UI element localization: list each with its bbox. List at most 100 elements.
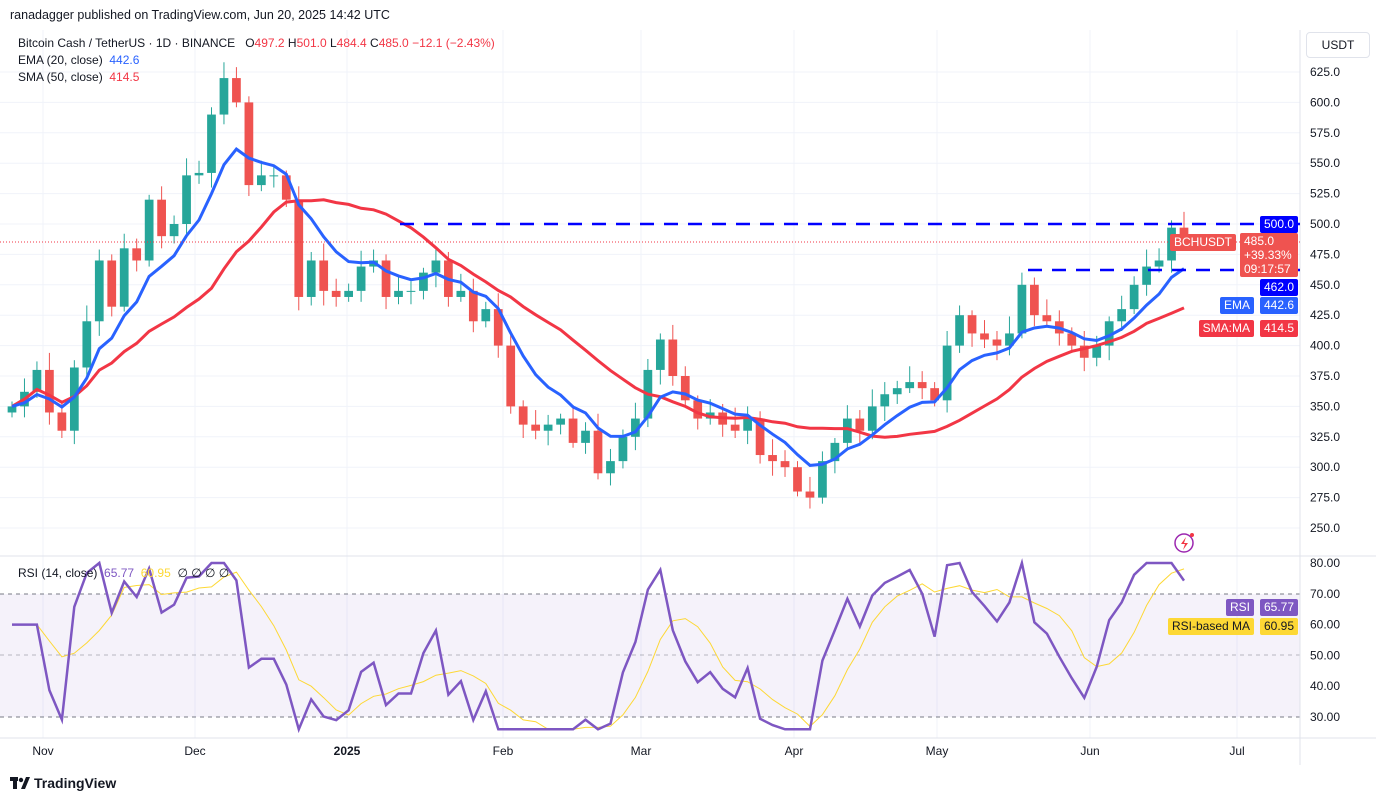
last-price: 485.0 xyxy=(1244,234,1275,248)
candle xyxy=(917,382,927,389)
candle xyxy=(45,369,54,413)
candle xyxy=(780,461,790,468)
candle xyxy=(693,400,703,419)
low-label: L xyxy=(329,36,337,50)
ema-legend-value: 442.6 xyxy=(109,53,140,67)
x-tick-label: Feb xyxy=(493,744,514,758)
symbol-title: Bitcoin Cash / TetherUS · 1D · BINANCE xyxy=(18,36,236,50)
y-tick-label: 425.0 xyxy=(1310,308,1340,322)
candle xyxy=(32,369,42,392)
candle xyxy=(892,388,902,395)
rsi-tag: RSI xyxy=(1225,599,1254,616)
candle xyxy=(668,339,678,376)
candle xyxy=(232,78,241,103)
high-label: H xyxy=(287,36,297,50)
logo-text: TradingView xyxy=(34,775,117,791)
rsi-legend-label: RSI (14, close) xyxy=(18,566,98,580)
rsi-legend-value: 65.77 xyxy=(104,566,135,580)
candle xyxy=(493,309,503,346)
rsi-tick-label: 70.00 xyxy=(1310,587,1340,601)
y-tick-label: 450.0 xyxy=(1310,278,1340,292)
candles xyxy=(7,62,1189,509)
candle xyxy=(331,290,341,297)
x-tick-label: Mar xyxy=(631,744,652,758)
y-tick-label: 350.0 xyxy=(1310,399,1340,413)
candle xyxy=(456,290,466,297)
x-tick-label: 2025 xyxy=(334,744,361,758)
sma-legend-label: SMA (50, close) xyxy=(18,70,103,84)
candle xyxy=(431,260,441,273)
bar-countdown: 09:17:57 xyxy=(1244,262,1291,276)
ema-tag: EMA xyxy=(1219,297,1254,314)
ema-line xyxy=(11,147,1185,467)
rsi-ma-legend-value: 60.95 xyxy=(140,566,171,580)
candle xyxy=(94,260,104,322)
rsi-value-label: 65.77 xyxy=(1259,599,1298,616)
candle xyxy=(1142,266,1151,285)
y-tick-label: 375.0 xyxy=(1310,369,1340,383)
candle xyxy=(967,315,977,334)
sma-tag: SMA:MA xyxy=(1198,320,1254,337)
candle xyxy=(793,467,802,492)
close-value: 485.0 xyxy=(378,36,409,50)
publish-line: ranadagger published on TradingView.com,… xyxy=(10,8,390,22)
candle xyxy=(194,172,204,176)
candle xyxy=(593,430,603,474)
candle xyxy=(281,175,291,200)
candle xyxy=(132,248,142,261)
y-tick-label: 475.0 xyxy=(1310,247,1340,261)
candle xyxy=(82,321,92,368)
candle xyxy=(581,430,590,443)
candle xyxy=(730,424,740,431)
chart-canvas[interactable]: 250.0 275.0 300.0 325.0 350.0 375.0 400.0 425.0… xyxy=(0,0,1376,770)
candle xyxy=(855,418,865,431)
chart-legend: Bitcoin Cash / TetherUS · 1D · BINANCE O… xyxy=(18,35,495,86)
rsi-legend: RSI (14, close) 65.77 60.95 ∅ ∅ ∅ ∅ xyxy=(18,566,229,580)
candle xyxy=(344,290,354,297)
candle xyxy=(606,461,615,474)
candle xyxy=(680,376,690,401)
sma-legend-value: 414.5 xyxy=(109,70,140,84)
rsi-tick-label: 50.00 xyxy=(1310,648,1340,662)
y-tick-label: 300.0 xyxy=(1310,460,1340,474)
candle xyxy=(930,388,940,401)
tradingview-logo[interactable]: TradingView xyxy=(10,775,116,791)
candle xyxy=(381,260,391,297)
rsi-tick-label: 30.00 xyxy=(1310,710,1340,724)
high-value: 501.0 xyxy=(296,36,327,50)
level-500-label: 500.0 xyxy=(1259,216,1298,233)
last-price-label: 485.0 +39.33% 09:17:57 xyxy=(1240,233,1298,277)
candle xyxy=(119,248,129,307)
candle xyxy=(1005,333,1014,346)
level-462-label: 462.0 xyxy=(1259,279,1298,296)
ema-price-label: 442.6 xyxy=(1259,297,1298,314)
candle xyxy=(207,114,216,173)
rsi-ma-tag: RSI-based MA xyxy=(1167,618,1254,635)
candle xyxy=(481,309,491,322)
candle xyxy=(1067,333,1077,346)
pct-change: +39.33% xyxy=(1244,248,1292,262)
candle xyxy=(755,418,765,456)
lightning-icon[interactable] xyxy=(1174,533,1194,553)
y-tick-label: 550.0 xyxy=(1310,156,1340,170)
y-tick-label: 525.0 xyxy=(1310,187,1340,201)
y-tick-label: 275.0 xyxy=(1310,491,1340,505)
candle xyxy=(992,339,1002,346)
candle xyxy=(182,175,191,224)
candle xyxy=(905,382,915,389)
x-tick-label: May xyxy=(926,744,949,758)
y-tick-label: 575.0 xyxy=(1310,126,1340,140)
change-value: −12.1 (−2.43%) xyxy=(412,36,495,50)
candle xyxy=(356,266,366,291)
candle xyxy=(543,424,553,431)
x-tick-label: Nov xyxy=(32,744,53,758)
candle xyxy=(518,406,528,425)
candle xyxy=(980,333,989,340)
currency-button[interactable]: USDT xyxy=(1306,32,1370,58)
candle xyxy=(256,175,266,186)
candle xyxy=(1154,260,1164,267)
candle xyxy=(867,406,877,431)
y-tick-label: 325.0 xyxy=(1310,430,1340,444)
candle xyxy=(955,315,964,346)
candle xyxy=(419,272,428,291)
